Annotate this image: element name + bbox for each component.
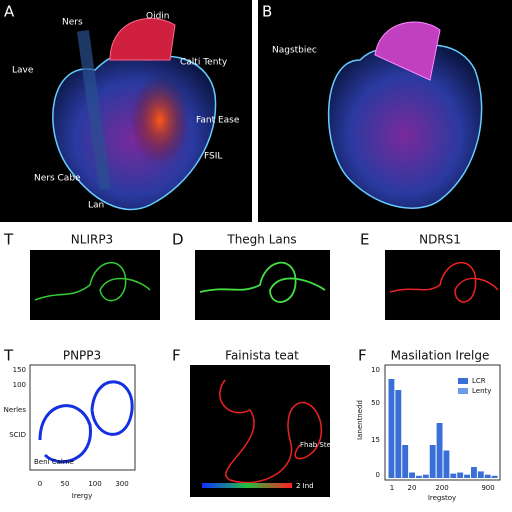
tick-label: 300 xyxy=(115,480,128,488)
legend-swatch xyxy=(458,378,468,384)
bar xyxy=(457,472,464,478)
panel-title: NLIRP3 xyxy=(71,233,113,247)
panel-letter: B xyxy=(262,3,272,21)
bar xyxy=(395,390,402,478)
tick-label: Nerles xyxy=(4,406,27,414)
tick-label: SCID xyxy=(9,431,26,439)
trace xyxy=(34,261,151,302)
panel-letter: F xyxy=(358,347,367,365)
label: Lan xyxy=(88,201,104,211)
panel-title: Masilation Irelge xyxy=(391,349,490,363)
bar xyxy=(388,379,395,478)
tick-label: 150 xyxy=(13,366,26,374)
annotation: Fhab Stesb Ieige xyxy=(300,441,358,449)
panel-letter: A xyxy=(4,3,15,21)
colorbar-label: 2 Ind xyxy=(296,482,314,490)
label: Nagstbiec xyxy=(272,46,317,56)
tick-label: 20 xyxy=(408,484,417,492)
bar xyxy=(402,445,409,478)
highlight xyxy=(130,75,190,165)
vessel xyxy=(76,29,112,191)
tick-label: 50 xyxy=(371,399,380,407)
label: Lave xyxy=(12,66,34,76)
bar xyxy=(409,472,415,478)
tick-label: 50 xyxy=(61,480,70,488)
panel-letter: F xyxy=(172,347,181,365)
panel-letter: T xyxy=(3,347,14,365)
tick-label: 15 xyxy=(371,436,380,444)
aorta xyxy=(109,17,176,61)
tick-label: 100 xyxy=(88,480,101,488)
axis-label: Iregstoy xyxy=(428,494,456,502)
bar xyxy=(491,475,498,478)
trace xyxy=(219,379,323,484)
inset-label: Benl Calme xyxy=(34,458,74,466)
bar xyxy=(443,450,450,478)
panel-title: Fainista teat xyxy=(225,349,299,363)
image xyxy=(385,250,500,320)
aorta xyxy=(374,21,441,81)
bar xyxy=(416,475,422,478)
bar xyxy=(429,445,436,478)
trace xyxy=(38,380,134,464)
label: Oidin xyxy=(146,12,170,22)
trace xyxy=(389,261,499,303)
legend-swatch xyxy=(458,388,468,394)
tick-label: 0 xyxy=(38,480,42,488)
bar xyxy=(422,474,429,478)
panel-title: Thegh Lans xyxy=(226,233,296,247)
bar xyxy=(477,471,484,478)
axis-label: Irergy xyxy=(72,492,92,500)
trace xyxy=(199,261,326,303)
tick-label: 10 xyxy=(371,366,380,374)
bar xyxy=(484,474,491,478)
image xyxy=(30,250,160,320)
tick-label: 200 xyxy=(435,484,448,492)
bar xyxy=(464,474,470,478)
image xyxy=(190,365,330,497)
label: Ners xyxy=(62,18,83,28)
panel-title: NDRS1 xyxy=(419,233,461,247)
bar xyxy=(471,467,477,478)
axis-label: Ianentnedd xyxy=(356,400,364,440)
panel-letter: T xyxy=(3,231,14,249)
panel-title: PNPP3 xyxy=(63,349,101,363)
bar xyxy=(436,423,443,478)
label: Ners Cabe xyxy=(34,174,81,184)
panel-letter: D xyxy=(172,231,184,249)
tick-label: 1 xyxy=(390,484,394,492)
label: FSIL xyxy=(204,152,222,162)
legend-label: LCR xyxy=(472,377,486,385)
tick-label: 900 xyxy=(481,484,494,492)
colorbar xyxy=(202,483,292,488)
panel-letter: E xyxy=(360,231,369,249)
legend-label: Lenty xyxy=(472,387,491,395)
bar xyxy=(450,473,457,478)
image xyxy=(195,250,330,320)
label: Calti Tenty xyxy=(180,58,228,68)
label: Fant Ease xyxy=(196,116,240,126)
tick-label: 0 xyxy=(376,471,380,479)
tick-label: 100 xyxy=(13,381,26,389)
